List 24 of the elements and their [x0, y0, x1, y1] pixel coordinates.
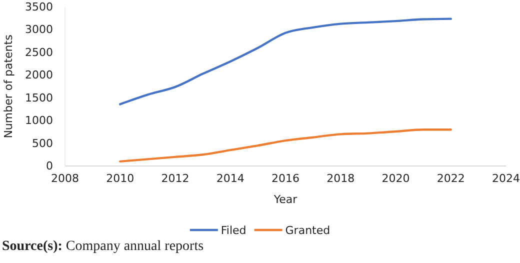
y-tick-label: 2000: [25, 68, 53, 82]
x-tick-label: 2008: [51, 172, 79, 185]
y-tick-label: 3000: [25, 23, 53, 36]
x-tick-label: 2018: [326, 172, 355, 185]
x-tick-label: 2016: [272, 172, 300, 185]
x-tick-label: 2014: [216, 172, 244, 185]
y-axis-title: Number of patents: [2, 34, 15, 138]
y-tick-label: 3500: [25, 0, 53, 14]
legend-label: Granted: [285, 224, 330, 237]
y-tick-label: 500: [32, 136, 53, 150]
y-tick-label: 2500: [25, 46, 53, 59]
x-axis-title: Year: [272, 193, 298, 206]
x-tick-label: 2024: [492, 172, 520, 185]
y-tick-label: 1500: [25, 91, 53, 104]
y-tick-label: 0: [46, 160, 53, 173]
x-tick-label: 2020: [382, 172, 410, 185]
line-series: [119, 128, 452, 163]
source-note: Source(s): Company annual reports: [2, 239, 204, 254]
y-tick-label: 1000: [25, 114, 53, 128]
x-tick-label: 2022: [436, 172, 465, 185]
legend-label: Filed: [220, 224, 246, 237]
x-tick-label: 2012: [161, 172, 190, 185]
line-series: [119, 18, 452, 106]
x-tick-label: 2010: [106, 172, 134, 185]
